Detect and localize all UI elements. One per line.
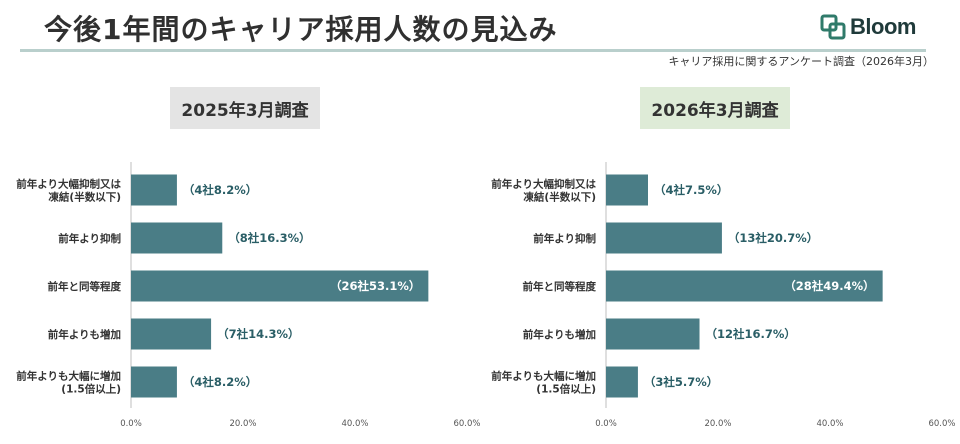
- data-label: （13社20.7%）: [728, 231, 818, 245]
- category-label: 前年よりも大幅に増加: [491, 370, 596, 383]
- category-label: (1.5倍以上): [536, 383, 596, 396]
- category-label: 前年より大幅抑制又は: [491, 178, 596, 191]
- category-label: 凍結(半数以下): [48, 191, 121, 204]
- data-label: （4社8.2%）: [183, 183, 257, 197]
- category-label: 前年よりも大幅に増加: [16, 370, 121, 383]
- bar: [606, 318, 700, 350]
- page-title: 今後1年間のキャリア採用人数の見込み: [44, 13, 558, 46]
- category-label: 前年より抑制: [58, 232, 121, 245]
- category-label: 前年より抑制: [533, 232, 596, 245]
- bar: [606, 174, 648, 206]
- brand-logo: Bloom: [820, 14, 916, 40]
- x-tick-label: 60.0%: [453, 419, 480, 429]
- data-label: （4社8.2%）: [183, 375, 257, 389]
- category-label: 前年よりも増加: [48, 328, 121, 341]
- bar: [606, 270, 883, 302]
- survey-note: キャリア採用に関するアンケート調査（2026年3月）: [668, 55, 934, 68]
- chart-title-2025: 2025年3月調査: [170, 87, 320, 129]
- logo-icon: [820, 14, 846, 40]
- bar: [131, 366, 177, 398]
- data-label: （26社53.1%）: [330, 279, 420, 293]
- x-tick-label: 0.0%: [120, 419, 142, 429]
- category-label: 前年より大幅抑制又は: [16, 178, 121, 191]
- category-label: 前年よりも増加: [523, 328, 596, 341]
- bar: [606, 222, 722, 254]
- category-label: (1.5倍以上): [61, 383, 121, 396]
- data-label: （3社5.7%）: [644, 375, 718, 389]
- x-tick-label: 20.0%: [229, 419, 256, 429]
- x-tick-label: 20.0%: [704, 419, 731, 429]
- bar: [131, 270, 429, 302]
- bar: [131, 318, 212, 350]
- category-label: 前年と同等程度: [523, 280, 597, 293]
- data-label: （12社16.7%）: [706, 327, 796, 341]
- category-label: 凍結(半数以下): [523, 191, 596, 204]
- category-label: 前年と同等程度: [48, 280, 122, 293]
- bar: [131, 222, 223, 254]
- bar: [606, 366, 638, 398]
- data-label: （4社7.5%）: [654, 183, 728, 197]
- x-tick-label: 0.0%: [595, 419, 617, 429]
- chart-title-2026: 2026年3月調査: [640, 87, 790, 129]
- title-divider: [20, 49, 926, 52]
- data-label: （8社16.3%）: [228, 231, 310, 245]
- bar: [131, 174, 177, 206]
- data-label: （7社14.3%）: [217, 327, 299, 341]
- x-tick-label: 40.0%: [341, 419, 368, 429]
- data-label: （28社49.4%）: [784, 279, 874, 293]
- logo-text: Bloom: [850, 14, 916, 39]
- x-tick-label: 60.0%: [928, 419, 955, 429]
- x-tick-label: 40.0%: [816, 419, 843, 429]
